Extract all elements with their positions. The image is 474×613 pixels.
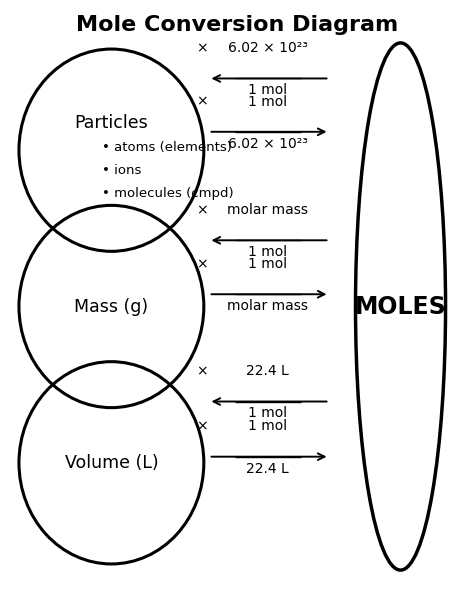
Text: Particles: Particles [74,113,148,132]
Text: 1 mol: 1 mol [248,83,287,97]
Text: MOLES: MOLES [355,294,447,319]
Text: $\times$: $\times$ [196,257,207,271]
Text: 22.4 L: 22.4 L [246,364,289,378]
Text: 6.02 × 10²³: 6.02 × 10²³ [228,41,308,55]
Text: Mole Conversion Diagram: Mole Conversion Diagram [76,15,398,36]
Text: molar mass: molar mass [228,299,308,313]
Text: $\times$: $\times$ [196,41,207,55]
Text: $\times$: $\times$ [196,203,207,217]
Text: molar mass: molar mass [228,203,308,217]
Text: 1 mol: 1 mol [248,245,287,259]
Text: 6.02 × 10²³: 6.02 × 10²³ [228,137,308,151]
Text: • molecules (cmpd): • molecules (cmpd) [102,187,234,200]
Text: 1 mol: 1 mol [248,419,287,433]
Text: $\times$: $\times$ [196,364,207,378]
Text: 1 mol: 1 mol [248,257,287,271]
Text: 1 mol: 1 mol [248,406,287,421]
Text: 1 mol: 1 mol [248,94,287,109]
Text: 22.4 L: 22.4 L [246,462,289,476]
Text: Mass (g): Mass (g) [74,297,148,316]
Text: $\times$: $\times$ [196,94,207,109]
Text: Volume (L): Volume (L) [64,454,158,472]
Text: • atoms (elements): • atoms (elements) [102,140,232,154]
Text: • ions: • ions [102,164,141,177]
Text: $\times$: $\times$ [196,419,207,433]
